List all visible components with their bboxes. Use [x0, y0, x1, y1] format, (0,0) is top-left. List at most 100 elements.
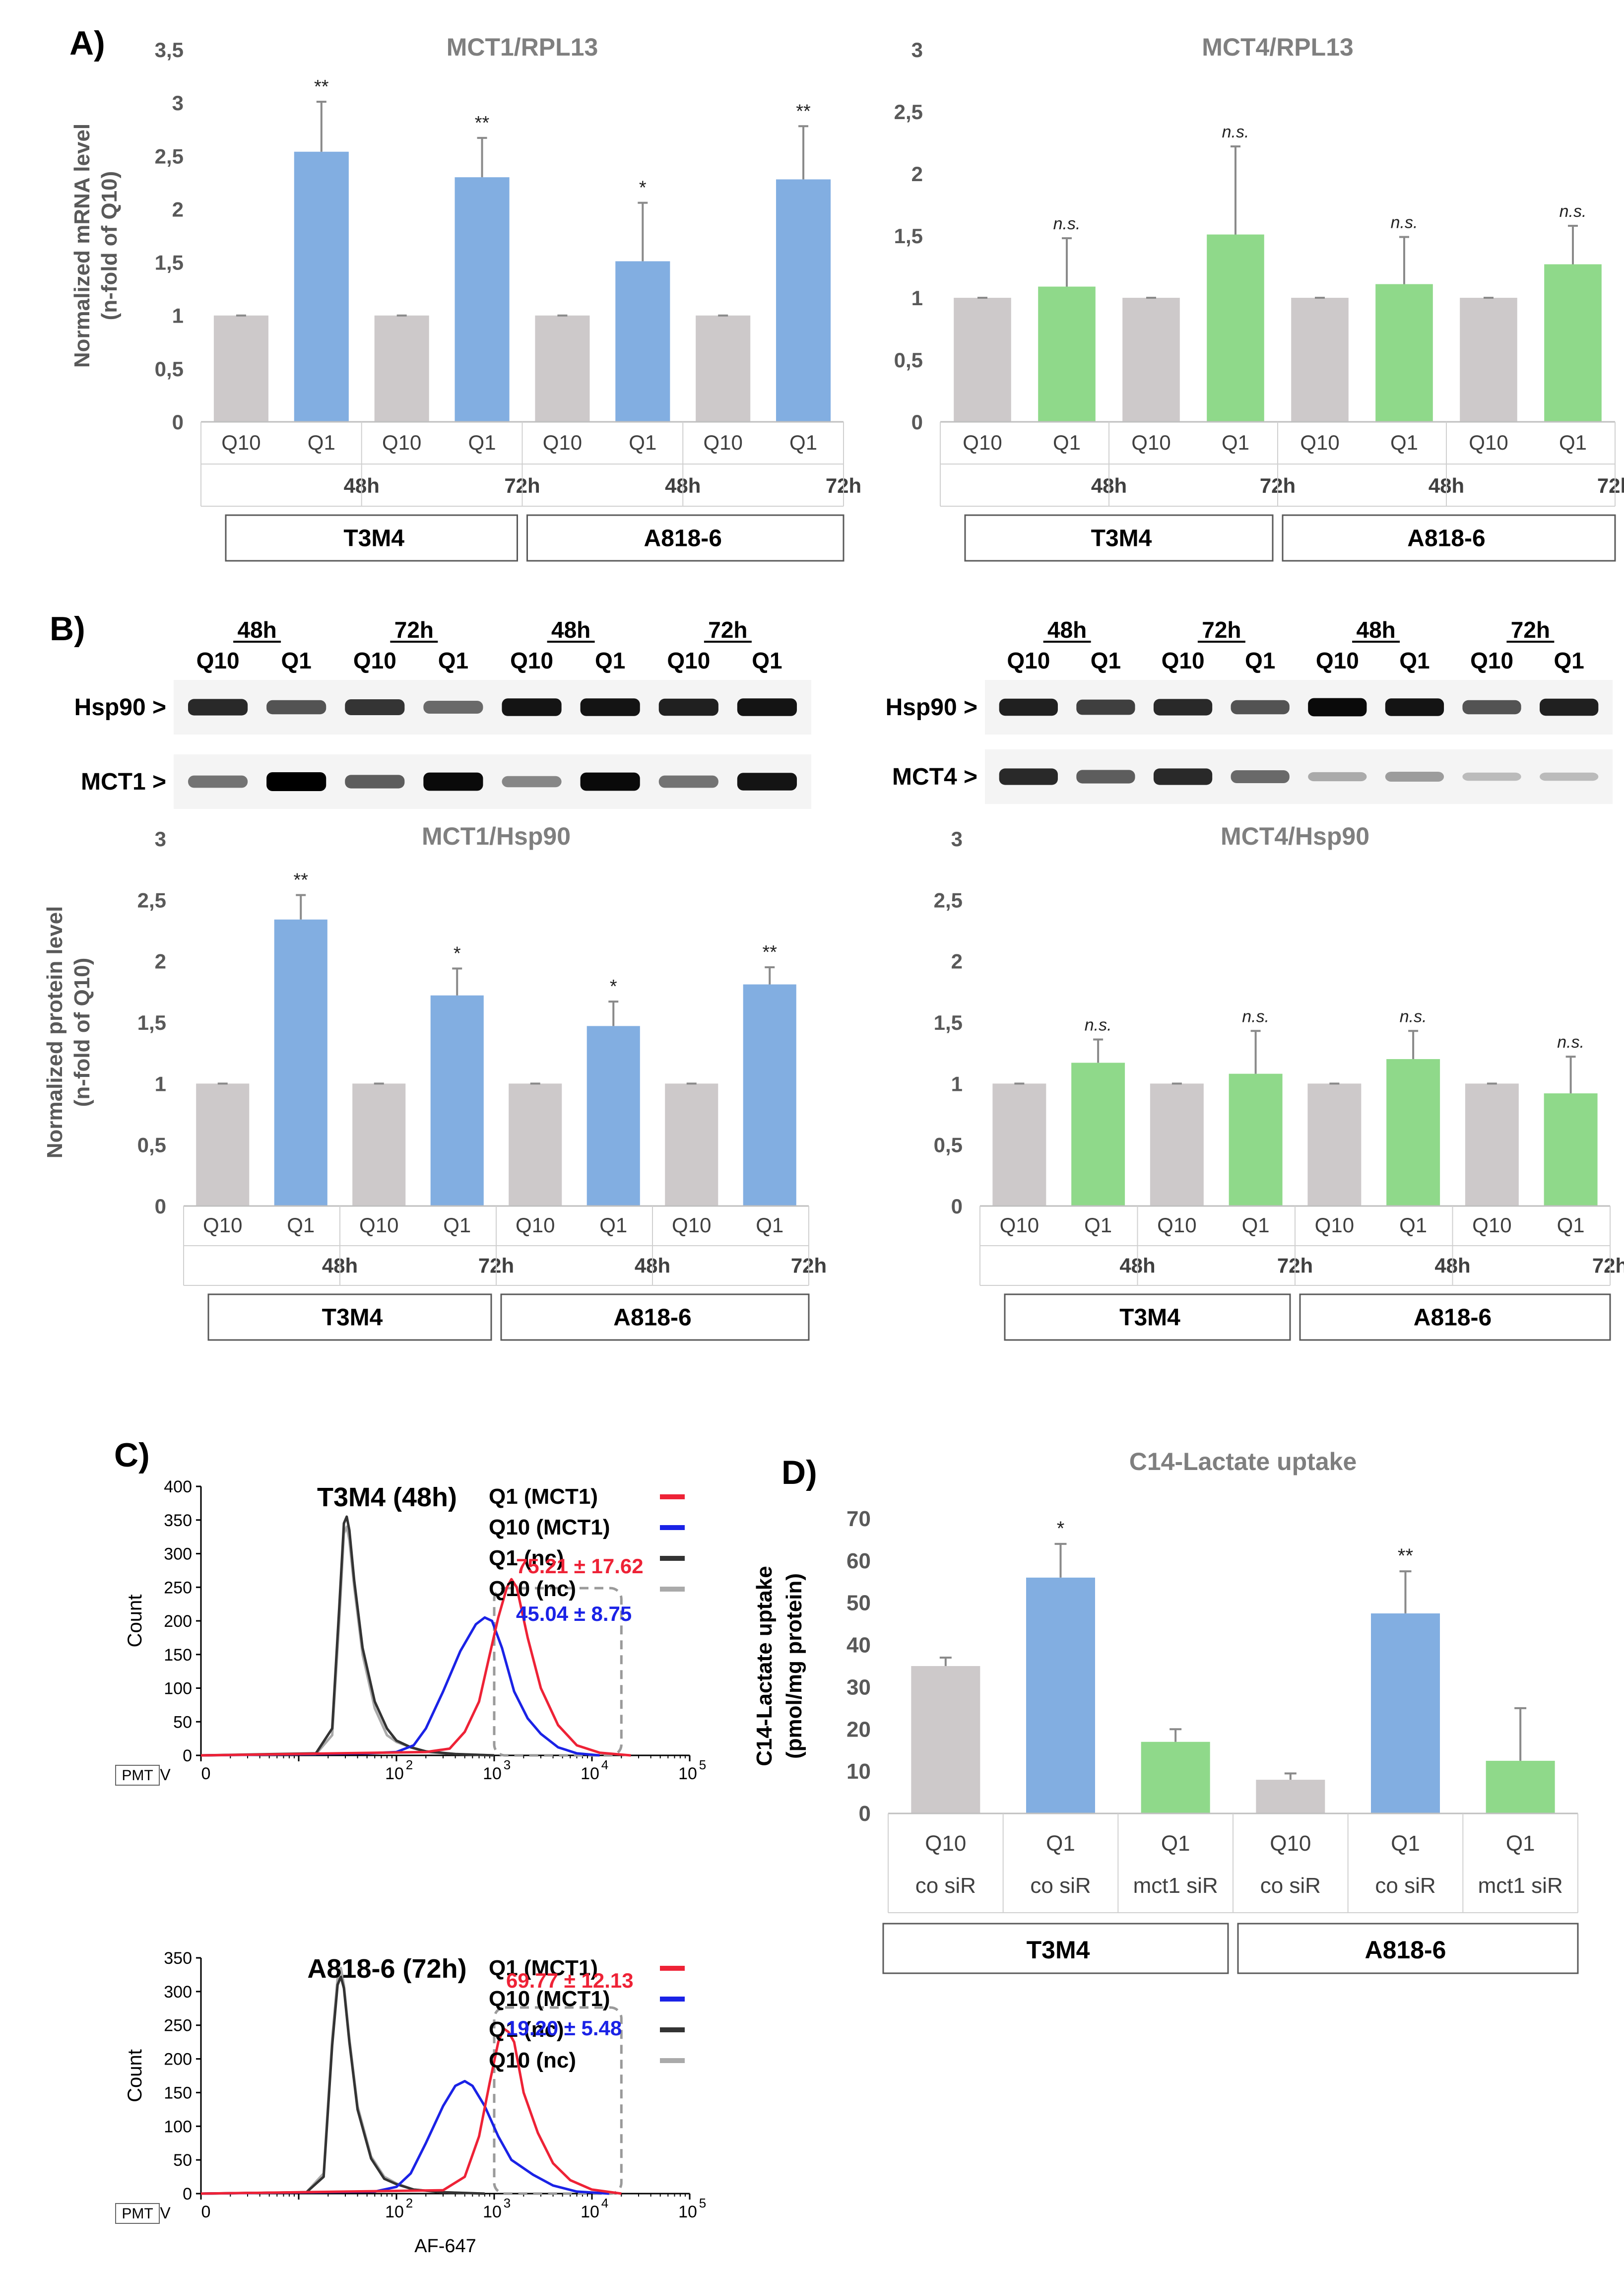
blot-band	[502, 698, 562, 716]
x-category-label: Q10	[963, 431, 1002, 454]
bar	[1375, 284, 1433, 422]
x-category-label: Q1	[1046, 1831, 1075, 1856]
bar	[1465, 1083, 1519, 1206]
cell-line-label: A818-6	[1414, 1305, 1492, 1331]
y-tick-label: 3	[155, 827, 166, 851]
y-tick-label: 40	[846, 1633, 871, 1658]
y-tick-label: 0,5	[155, 357, 184, 381]
blot-band	[1231, 770, 1290, 783]
blot-time-label: 72h	[1511, 617, 1550, 643]
y-tick-label: 70	[846, 1507, 871, 1531]
lane-label: Q1	[1245, 648, 1275, 673]
blot-band	[1076, 699, 1135, 715]
pmt-tag-box	[115, 1765, 160, 1786]
legend-label: Q10 (MCT1)	[489, 1515, 610, 1539]
x-category-label: Q10	[543, 431, 582, 454]
y-axis-label: Count	[124, 1595, 146, 1648]
panel-label-b: B)	[50, 610, 85, 648]
bar	[294, 151, 349, 422]
bar	[1071, 1063, 1125, 1206]
y-axis-label: C14-Lactate uptake	[752, 1566, 777, 1766]
y-axis-label: Normalized mRNA level	[70, 124, 94, 368]
x-category-label: Q1	[468, 431, 496, 454]
histogram-curve	[200, 1515, 495, 1757]
x-category-label: Q1	[1391, 1831, 1420, 1856]
x-tick-label: 10	[483, 2203, 502, 2221]
y-tick-label: 2	[951, 950, 963, 973]
bar	[1141, 1741, 1210, 1813]
gate-box	[493, 2006, 623, 2195]
x-category-label: Q10	[359, 1213, 398, 1237]
bar	[1256, 1780, 1325, 1813]
blot-band	[999, 698, 1058, 716]
y-tick-label: 3,5	[155, 38, 184, 62]
cell-line-box	[526, 514, 844, 562]
significance-label: **	[293, 869, 308, 890]
ns-label: n.s.	[1391, 213, 1418, 232]
bar	[1386, 1059, 1440, 1206]
x-category-label: Q10	[203, 1213, 242, 1237]
cell-line-box	[1004, 1293, 1291, 1341]
bar	[1544, 264, 1602, 422]
chart-title: C14-Lactate uptake	[1129, 1448, 1357, 1475]
blot-band	[1308, 698, 1367, 717]
cell-line-label: A818-6	[644, 526, 722, 552]
cell-line-label: A818-6	[1407, 526, 1485, 552]
panel-label-d: D)	[781, 1454, 817, 1491]
lane-label: Q1	[1399, 648, 1429, 673]
gate-percentage-q1: 69.77 ± 12.13	[506, 1969, 634, 1992]
blot-band	[1385, 698, 1444, 716]
ns-label: n.s.	[1053, 214, 1081, 233]
y-tick-label: 1	[911, 286, 923, 310]
time-label: 72h	[1592, 1254, 1624, 1277]
panel-label-c: C)	[114, 1436, 150, 1474]
x-tick-label: 2	[406, 1757, 413, 1772]
x-category-label: Q10	[1300, 431, 1339, 454]
chart-title: MCT1/Hsp90	[422, 822, 571, 850]
y-tick-label: 350	[164, 1511, 192, 1530]
bar	[1371, 1613, 1440, 1813]
y-axis-label-line2: (n-fold of Q10)	[70, 958, 94, 1107]
x-tick-label: 10	[678, 2203, 697, 2221]
x-category-label: Q10	[1270, 1831, 1311, 1856]
significance-label: **	[796, 101, 811, 122]
x-category-label: Q1	[1084, 1213, 1112, 1237]
significance-label: *	[1057, 1518, 1065, 1539]
legend-label: Q10 (nc)	[489, 1577, 576, 1601]
blot-time-label: 48h	[1047, 617, 1087, 643]
blot-blot_left: 48h 72h 48h 72h Q10 Q1 Q10 Q1 Q10 Q1 Q10 Q1 Hsp90 > M…	[74, 617, 811, 809]
y-axis-label: Count	[124, 2049, 146, 2102]
y-tick-label: 3	[951, 827, 963, 851]
bar	[954, 298, 1011, 422]
significance-label: *	[639, 178, 647, 199]
legend-label: Q1 (nc)	[489, 1546, 564, 1570]
y-tick-label: 50	[173, 1713, 192, 1732]
x-tick-label: 10	[581, 1764, 599, 1783]
bar	[1038, 286, 1096, 422]
legend-label: Q10 (MCT1)	[489, 1987, 610, 2011]
lane-label: Q1	[1554, 648, 1584, 673]
y-tick-label: 10	[846, 1759, 871, 1784]
time-label: 72h	[1597, 474, 1624, 497]
histogram-curve	[200, 2079, 609, 2195]
x-tick-label: 4	[601, 1757, 608, 1772]
significance-label: **	[475, 113, 490, 134]
blot-band	[1153, 699, 1213, 716]
blot-band	[502, 776, 562, 788]
pmt-tag: PMT	[122, 1767, 153, 1784]
cell-line-label: T3M4	[1119, 1305, 1180, 1331]
y-tick-label: 0	[172, 410, 184, 434]
y-tick-label: 400	[164, 1477, 192, 1496]
blot-band	[737, 773, 797, 791]
pmt-tag-suffix: V	[160, 1766, 171, 1784]
lane-label: Q10	[353, 648, 396, 673]
x-tick-label: 3	[504, 1757, 511, 1772]
blot-band	[423, 772, 483, 791]
blot-band	[1385, 772, 1444, 782]
pmt-tag-box	[115, 2203, 160, 2224]
y-tick-label: 200	[164, 2050, 192, 2069]
x-category-label: Q1	[1161, 1831, 1190, 1856]
gate-box	[493, 1587, 623, 1757]
ns-label: n.s.	[1242, 1007, 1269, 1026]
